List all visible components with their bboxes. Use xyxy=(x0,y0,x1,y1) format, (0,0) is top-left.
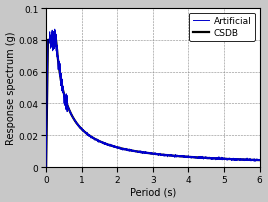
Artificial xyxy=(55,56,59,59)
CSDB xyxy=(258,159,261,162)
CSDB xyxy=(148,152,152,155)
CSDB xyxy=(213,157,216,160)
Artificial xyxy=(213,158,216,160)
Line: Artificial: Artificial xyxy=(46,30,260,167)
CSDB xyxy=(44,166,48,168)
Line: CSDB: CSDB xyxy=(46,41,260,167)
X-axis label: Period (s): Period (s) xyxy=(130,186,176,197)
CSDB xyxy=(55,51,59,53)
Artificial xyxy=(258,159,261,162)
Artificial xyxy=(148,152,152,155)
CSDB xyxy=(46,39,50,42)
Artificial xyxy=(252,159,255,162)
Artificial xyxy=(143,152,146,155)
Artificial xyxy=(44,166,48,168)
CSDB xyxy=(252,159,255,161)
CSDB xyxy=(252,159,255,161)
Y-axis label: Response spectrum (g): Response spectrum (g) xyxy=(6,32,16,145)
Legend: Artificial, CSDB: Artificial, CSDB xyxy=(189,14,255,41)
CSDB xyxy=(143,152,146,154)
Artificial xyxy=(53,29,56,31)
Artificial xyxy=(252,160,255,162)
